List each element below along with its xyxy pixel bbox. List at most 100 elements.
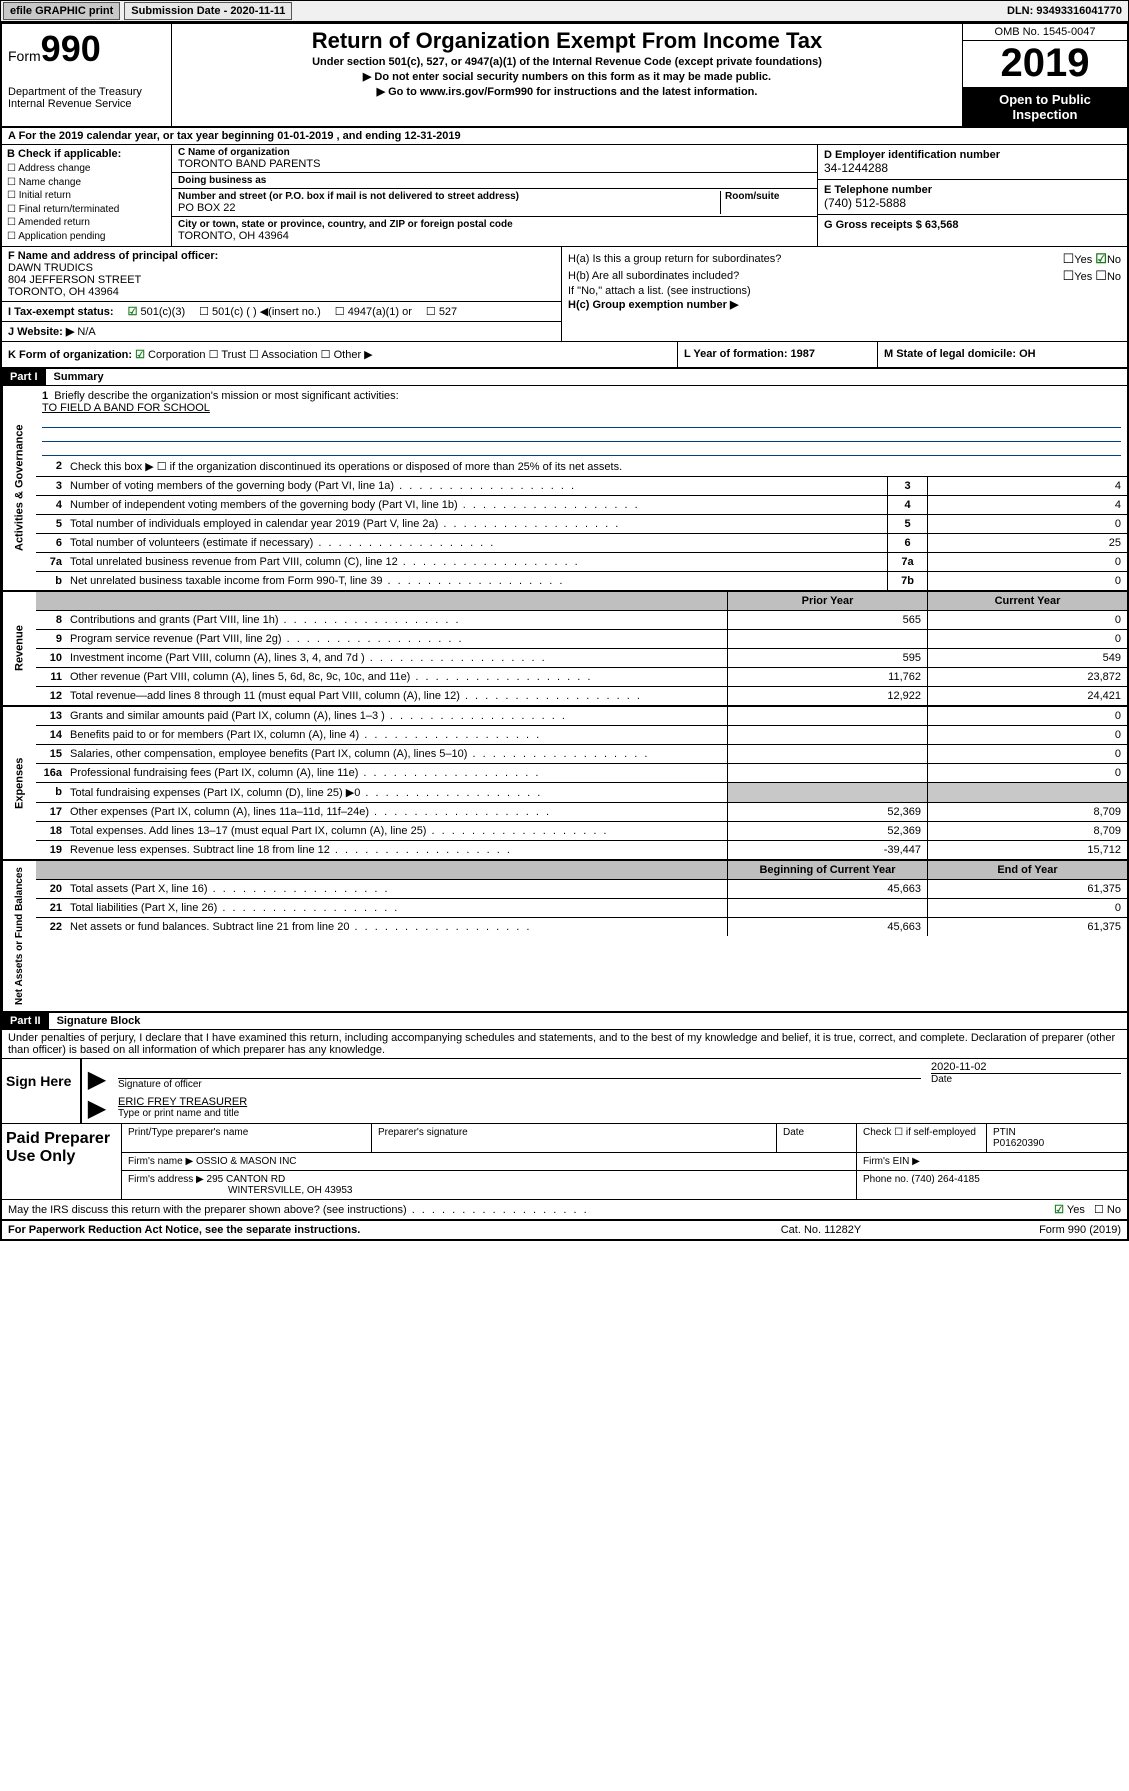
firm-name: Firm's name ▶ OSSIO & MASON INC [122, 1153, 857, 1170]
gov-row: 5 Total number of individuals employed i… [36, 515, 1127, 534]
data-row: 18 Total expenses. Add lines 13–17 (must… [36, 822, 1127, 841]
prep-ptin: PTIN P01620390 [987, 1124, 1127, 1152]
row-num: 10 [36, 649, 66, 667]
dept-label: Department of the Treasury Internal Reve… [8, 86, 165, 110]
row-text: Revenue less expenses. Subtract line 18 … [66, 841, 727, 859]
row-num: 22 [36, 918, 66, 936]
current-value: 0 [927, 745, 1127, 763]
sig-name-label: Type or print name and title [118, 1108, 1121, 1119]
officer-addr1: 804 JEFFERSON STREET [8, 274, 555, 286]
part2-header-row: Part II Signature Block [2, 1013, 1127, 1030]
data-row: 22 Net assets or fund balances. Subtract… [36, 918, 1127, 936]
subtitle-3: ▶ Go to www.irs.gov/Form990 for instruct… [178, 85, 956, 98]
submission-chip: Submission Date - 2020-11-11 [124, 2, 292, 20]
box-b-header: B Check if applicable: [7, 148, 166, 160]
phone-value: (740) 512-5888 [824, 196, 1121, 210]
section-governance: Activities & Governance 1 Briefly descri… [2, 386, 1127, 592]
row-text: Salaries, other compensation, employee b… [66, 745, 727, 763]
ck-name-change[interactable]: Name change [7, 176, 166, 190]
ck-other[interactable]: ☐ Other ▶ [321, 349, 373, 361]
ck-501c3[interactable]: ☑ 501(c)(3) [128, 305, 186, 318]
open-inspection-badge: Open to Public Inspection [963, 88, 1127, 126]
footer: For Paperwork Reduction Act Notice, see … [2, 1221, 1127, 1239]
prep-name-hdr: Print/Type preparer's name [122, 1124, 372, 1152]
prior-value: 52,369 [727, 822, 927, 840]
prep-selfemp[interactable]: Check ☐ if self-employed [857, 1124, 987, 1152]
current-value: 61,375 [927, 880, 1127, 898]
row-text: Total revenue—add lines 8 through 11 (mu… [66, 687, 727, 705]
ha-yn[interactable]: ☐Yes ☑No [1063, 251, 1121, 267]
prior-value: 45,663 [727, 880, 927, 898]
box-d: D Employer identification number 34-1244… [818, 145, 1127, 180]
ck-501c[interactable]: ☐ 501(c) ( ) ◀(insert no.) [199, 305, 321, 318]
row-num: 12 [36, 687, 66, 705]
ck-application-pending[interactable]: Application pending [7, 230, 166, 244]
form-header: Form990 Department of the Treasury Inter… [2, 24, 1127, 128]
sig-date: 2020-11-02 [931, 1061, 1121, 1073]
ck-amended-return[interactable]: Amended return [7, 216, 166, 230]
row-value: 4 [927, 496, 1127, 514]
tax-year: 2019 [963, 41, 1127, 88]
addr-value: PO BOX 22 [178, 202, 716, 214]
row-num: 9 [36, 630, 66, 648]
ck-527[interactable]: ☐ 527 [426, 305, 457, 318]
hb-label: H(b) Are all subordinates included? [568, 270, 739, 282]
paid-preparer-label: Paid Preparer Use Only [2, 1124, 122, 1199]
footer-left: For Paperwork Reduction Act Notice, see … [8, 1224, 721, 1236]
ck-trust[interactable]: ☐ Trust [209, 349, 246, 361]
part1-title: Summary [46, 369, 112, 385]
officer-addr2: TORONTO, OH 43964 [8, 286, 555, 298]
website-label: J Website: ▶ [8, 326, 74, 338]
row-num: 20 [36, 880, 66, 898]
data-row: 14 Benefits paid to or for members (Part… [36, 726, 1127, 745]
paid-preparer-block: Paid Preparer Use Only Print/Type prepar… [2, 1124, 1127, 1200]
gov-row: 7a Total unrelated business revenue from… [36, 553, 1127, 572]
data-row: 16a Professional fundraising fees (Part … [36, 764, 1127, 783]
ck-corp[interactable]: ☑ Corporation [135, 349, 205, 361]
data-row: 8 Contributions and grants (Part VIII, l… [36, 611, 1127, 630]
q1-value: TO FIELD A BAND FOR SCHOOL [42, 402, 1121, 414]
sig-date-label: Date [931, 1073, 1121, 1085]
box-k: K Form of organization: ☑ Corporation ☐ … [2, 342, 677, 367]
box-l: L Year of formation: 1987 [677, 342, 877, 367]
gov-row: 4 Number of independent voting members o… [36, 496, 1127, 515]
right-col-deg: D Employer identification number 34-1244… [817, 145, 1127, 246]
row-text: Number of voting members of the governin… [66, 477, 887, 495]
row-value: 0 [927, 572, 1127, 590]
revenue-label: Revenue [2, 592, 36, 705]
ha-label: H(a) Is this a group return for subordin… [568, 253, 781, 265]
row-value: 25 [927, 534, 1127, 552]
efile-chip[interactable]: efile GRAPHIC print [3, 2, 120, 20]
boy-hdr: Beginning of Current Year [727, 861, 927, 879]
current-value: 8,709 [927, 822, 1127, 840]
current-value: 61,375 [927, 918, 1127, 936]
row-text: Investment income (Part VIII, column (A)… [66, 649, 727, 667]
discuss-yn[interactable]: ☑ Yes ☐ No [1054, 1203, 1121, 1216]
ck-initial-return[interactable]: Initial return [7, 189, 166, 203]
ck-4947[interactable]: ☐ 4947(a)(1) or [335, 305, 412, 318]
ck-assoc[interactable]: ☐ Association [249, 349, 318, 361]
row-cellnum: 6 [887, 534, 927, 552]
data-row: 11 Other revenue (Part VIII, column (A),… [36, 668, 1127, 687]
data-row: 10 Investment income (Part VIII, column … [36, 649, 1127, 668]
row-cellnum: 7a [887, 553, 927, 571]
part1-header-row: Part I Summary [2, 369, 1127, 386]
ck-address-change[interactable]: Address change [7, 162, 166, 176]
ein-label: D Employer identification number [824, 149, 1121, 161]
discuss-text: May the IRS discuss this return with the… [8, 1204, 1054, 1216]
perjury-text: Under penalties of perjury, I declare th… [2, 1030, 1127, 1059]
row-cellnum: 7b [887, 572, 927, 590]
tax-status-label: I Tax-exempt status: [8, 306, 114, 318]
officer-label: F Name and address of principal officer: [8, 250, 555, 262]
box-j: J Website: ▶ N/A [2, 322, 561, 341]
hb-yn[interactable]: ☐Yes ☐No [1063, 268, 1121, 284]
row-text: Net unrelated business taxable income fr… [66, 572, 887, 590]
gov-row: 6 Total number of volunteers (estimate i… [36, 534, 1127, 553]
hb2-label: If "No," attach a list. (see instruction… [568, 285, 751, 297]
row-text: Grants and similar amounts paid (Part IX… [66, 707, 727, 725]
row-cellnum: 3 [887, 477, 927, 495]
current-value [927, 783, 1127, 802]
row-value: 4 [927, 477, 1127, 495]
discuss-row: May the IRS discuss this return with the… [2, 1200, 1127, 1221]
ck-final-return[interactable]: Final return/terminated [7, 203, 166, 217]
